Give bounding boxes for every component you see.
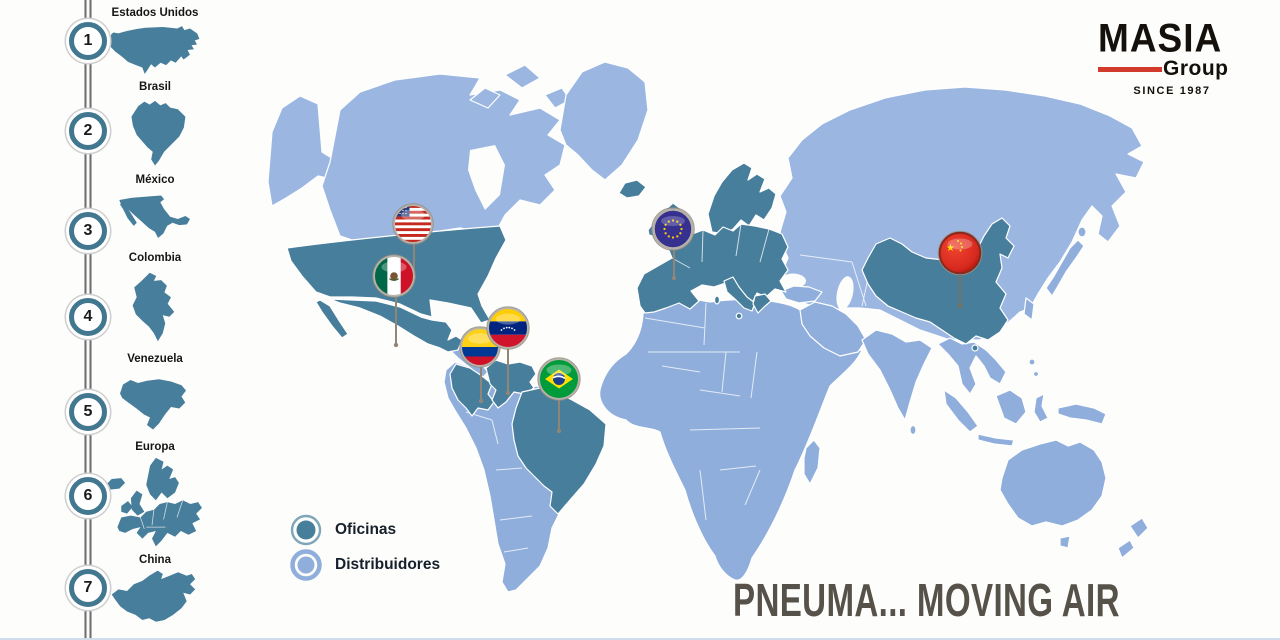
legend-label-distribuidores: Distribuidores — [335, 556, 441, 573]
pin-china[interactable]: China ★ — [937, 230, 983, 309]
timeline-number-1: 1 — [69, 22, 107, 60]
map-pins: Estados Unidos — [372, 203, 983, 434]
timeline-number-5: 5 — [69, 393, 107, 431]
pin-mexico[interactable]: México — [372, 254, 416, 348]
country-colombia — [449, 363, 495, 417]
region-korea — [1023, 297, 1035, 321]
island-philippines — [1032, 370, 1040, 378]
masia-group-logo: MASIA Group SINCE 1987 — [1098, 18, 1246, 97]
caspian-sea — [836, 276, 854, 310]
country-italy — [723, 276, 756, 312]
sidebar-label-colombia: Colombia — [128, 252, 182, 264]
island-madagascar — [803, 439, 821, 485]
hudson-bay — [468, 145, 505, 210]
country-mexico-baja — [315, 299, 349, 339]
country-new-zealand — [1129, 517, 1149, 539]
sidebar-label-brasil: Brasil — [139, 81, 171, 93]
legend-item-oficinas: Oficinas — [288, 512, 396, 548]
island-philippines — [1028, 358, 1036, 366]
region-southeast-asia — [937, 337, 1007, 395]
country-turkey — [780, 285, 823, 304]
timeline-number-2: 2 — [69, 112, 107, 150]
office-swatch-icon — [290, 514, 322, 546]
pin-colombia[interactable]: Colombia — [459, 326, 501, 404]
silhouette-colombia — [132, 272, 175, 342]
country-new-zealand — [1117, 539, 1135, 559]
pin-union-europea[interactable]: Europa — [651, 207, 695, 281]
island-sri-lanka — [909, 424, 917, 436]
island-tasmania — [1059, 535, 1071, 549]
pin-brasil[interactable]: Brasil — [537, 357, 581, 434]
island-borneo — [995, 389, 1027, 425]
sidebar-label-venezuela: Venezuela — [127, 353, 183, 365]
region-oceania — [943, 358, 1149, 559]
continent-north-america-light — [267, 61, 649, 379]
black-sea — [780, 273, 806, 289]
region-arabia — [799, 301, 867, 357]
timeline-number-4: 4 — [69, 298, 107, 336]
island-hokkaido — [1077, 226, 1087, 238]
logo-red-bar — [1098, 66, 1162, 72]
island-sicily — [735, 312, 743, 320]
island-sulawesi — [1033, 393, 1049, 423]
legend-label-oficinas: Oficinas — [335, 521, 397, 538]
logo-group-text: Group — [1163, 57, 1229, 80]
country-india — [861, 329, 933, 421]
island-hainan — [971, 344, 979, 352]
country-canada — [321, 73, 566, 241]
timeline-number-7: 7 — [69, 569, 107, 607]
island-new-guinea — [1057, 403, 1107, 425]
arctic-island — [504, 64, 541, 89]
island-sumatra — [943, 389, 979, 433]
island-java — [977, 433, 1015, 447]
pin-venezuela[interactable]: Venezuela — [486, 306, 530, 396]
legend-item-distribuidores: Distribuidores — [288, 547, 440, 583]
country-greece — [752, 293, 772, 314]
distributor-swatch-icon — [290, 549, 322, 581]
island-sardinia — [713, 295, 721, 305]
silhouette-estados-unidos — [108, 26, 200, 74]
logo-name: MASIA — [1098, 15, 1223, 61]
country-australia — [999, 439, 1107, 527]
silhouette-europa — [105, 457, 202, 547]
sidebar-label-china: China — [139, 554, 171, 566]
timeline-number-3: 3 — [69, 212, 107, 250]
slogan-text: PNEUMA... MOVING AIR — [733, 574, 1120, 626]
timeline-number-6: 6 — [69, 477, 107, 515]
silhouette-brasil — [131, 100, 186, 166]
sidebar-label-mexico: México — [135, 174, 175, 186]
country-greenland — [559, 61, 649, 181]
sidebar-label-europa: Europa — [135, 441, 175, 453]
country-brazil — [511, 387, 607, 515]
arctic-island — [469, 87, 501, 109]
country-japan — [1045, 239, 1085, 297]
silhouette-mexico — [119, 195, 190, 238]
logo-since-text: SINCE 1987 — [1133, 85, 1211, 97]
sidebar-label-estados-unidos: Estados Unidos — [111, 7, 199, 19]
silhouette-china — [111, 570, 196, 622]
china-star: ★ — [946, 243, 955, 254]
silhouette-venezuela — [120, 379, 186, 430]
country-iceland — [618, 179, 647, 199]
region-scandinavia — [707, 162, 777, 235]
